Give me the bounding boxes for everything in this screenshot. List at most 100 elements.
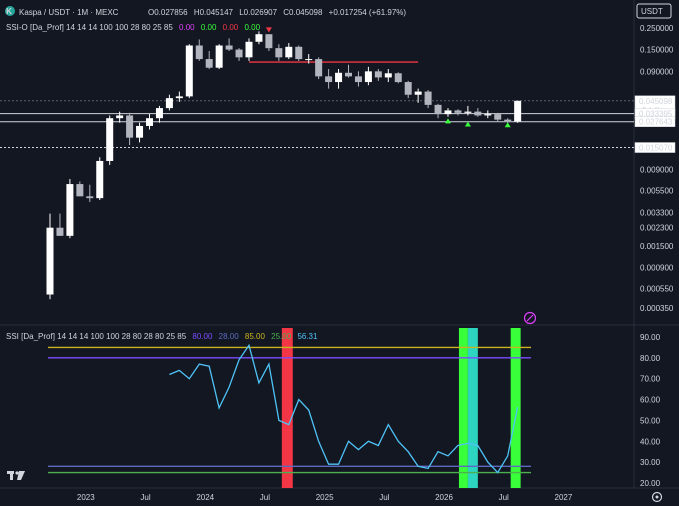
tradingview-logo-icon[interactable] [7,471,25,480]
candle-body[interactable] [146,118,153,126]
candle-body[interactable] [285,46,293,58]
ohlc-close: C0.045098 [283,8,323,17]
candle-body[interactable] [66,184,74,236]
price-axis[interactable]: 0.250000 0.150000 0.090000 0.009000 0.005500… [634,24,676,313]
alert-icon-ring[interactable] [523,311,537,325]
oscillator-param-4: 25.00 [271,332,292,341]
tv-logo-slant [17,471,25,480]
price-tick-label: 0.000550 [640,285,674,294]
indicator-value-4: 0.00 [244,23,260,32]
candle-body[interactable] [76,184,84,197]
currency-label[interactable]: USDT [641,7,663,16]
candle-body[interactable] [175,96,183,99]
tv-logo-dot [15,471,19,475]
currency-button[interactable]: USDT [636,3,672,19]
signal-zone [281,328,293,488]
ohlc-high: H0.045147 [194,8,234,17]
candle-body[interactable] [106,118,114,161]
candle-body[interactable] [205,59,213,68]
oscillator-axis[interactable]: 90.00 80.00 70.00 60.00 50.00 40.00 30.00 20.00 [640,333,661,488]
oscillator-param-5: 56.31 [297,332,318,341]
candle-body[interactable] [255,34,263,42]
buy-signal-icon [445,118,451,124]
candle-body[interactable] [504,119,512,122]
candle-body[interactable] [295,46,303,60]
candle-body[interactable] [136,125,144,138]
candle-body[interactable] [374,71,382,78]
candle-body[interactable] [265,34,273,49]
oscillator-legend-label: SSI [Da_Prof] 14 14 14 100 100 28 80 28 … [6,332,187,341]
candle-body[interactable] [165,98,173,109]
candle-body[interactable] [434,104,442,115]
time-axis[interactable]: 2023 Jul 2024 Jul 2025 Jul 2026 Jul 2027 [77,493,573,502]
oscillator-tick-label: 30.00 [640,458,661,467]
indicator-value-3: 0.00 [223,23,239,32]
candle-body[interactable] [335,72,343,83]
candle-body[interactable] [444,110,452,115]
candle-body[interactable] [345,72,352,77]
candle-body[interactable] [325,76,333,83]
time-tick-label: 2025 [316,493,334,502]
candle-body[interactable] [225,45,233,50]
oscillator-param-3: 85.00 [245,332,266,341]
candle-body[interactable] [86,196,94,199]
time-tick-label: 2027 [555,493,573,502]
candle-body[interactable] [354,76,362,83]
oscillator-line[interactable] [169,343,519,474]
candle-body[interactable] [305,59,313,61]
candle-body[interactable] [315,59,323,77]
candle-body[interactable] [494,114,502,120]
oscillator-legend[interactable]: SSI [Da_Prof] 14 14 14 100 100 28 80 28 … [6,332,318,341]
symbol-title[interactable]: Kaspa / USDT · 1M · MEXC [19,8,119,17]
currency-button-frame[interactable] [636,3,672,19]
candle-body[interactable] [185,45,193,97]
price-tick-label: 0.250000 [640,24,674,33]
candle-body[interactable] [126,115,134,138]
candle-body[interactable] [245,41,253,58]
buy-signal-icon [464,121,471,127]
candle-body[interactable] [96,160,104,199]
candle-body[interactable] [484,114,492,116]
oscillator-tick-label: 50.00 [640,416,661,425]
oscillator-tick-label: 60.00 [640,396,661,405]
oscillator-pane[interactable] [48,328,531,488]
candle-body[interactable] [195,45,203,60]
candle-body[interactable] [384,73,392,78]
price-pane[interactable] [0,27,634,300]
alert-icon[interactable] [523,311,537,325]
indicator-legend-label: SSI-O [Da_Prof] 14 14 14 100 100 28 80 2… [6,23,173,32]
candle-body[interactable] [454,110,462,113]
price-label-text: 0.027643 [639,118,673,127]
price-tick-label: 0.000900 [640,264,674,273]
indicator-value-1: 0.00 [179,23,195,32]
alert-icon-slash [526,314,534,322]
indicator-legend[interactable]: SSI-O [Da_Prof] 14 14 14 100 100 28 80 2… [6,23,261,32]
candle-body[interactable] [116,115,124,119]
gear-ring[interactable] [651,491,663,503]
settings-gear-icon[interactable] [651,491,663,503]
candle-body[interactable] [275,48,283,58]
price-label-text: 0.033395 [639,110,673,119]
candle-body[interactable] [155,108,163,119]
gear-hub [655,495,659,499]
oscillator-tick-label: 40.00 [640,437,661,446]
candle-body[interactable] [56,227,64,236]
candle-body[interactable] [364,71,372,83]
candle-body[interactable] [514,100,522,122]
candle-body[interactable] [394,73,402,83]
candle-body[interactable] [404,82,412,95]
candle-body[interactable] [235,49,243,58]
candle-body[interactable] [414,91,422,95]
signal-zone [467,328,478,488]
oscillator-tick-label: 80.00 [640,354,661,363]
candle-body[interactable] [424,91,432,105]
candle-body[interactable] [464,111,472,113]
price-tick-label: 0.000350 [640,304,674,313]
buy-signal-icon [504,122,511,128]
candle-body[interactable] [215,45,223,68]
time-tick-label: 2024 [196,493,214,502]
candle-body[interactable] [46,227,54,295]
candle-body[interactable] [474,111,482,116]
